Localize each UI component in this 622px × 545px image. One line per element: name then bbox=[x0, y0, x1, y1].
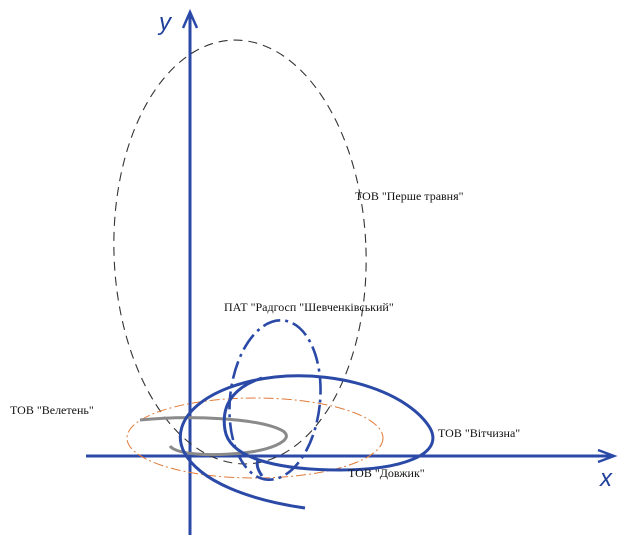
curve-radhosp bbox=[228, 318, 322, 482]
label-radhosp: ПАТ "Радгосп "Шевченківський" bbox=[224, 300, 394, 314]
curve-veleten bbox=[139, 416, 288, 457]
y-axis-arrow bbox=[181, 8, 199, 29]
x-axis-arrow bbox=[597, 448, 618, 464]
label-pershe-travnia: ТОВ "Перше травня" bbox=[355, 189, 464, 203]
label-vitchyzna: ТОВ "Вітчизна" bbox=[438, 426, 520, 440]
curve-pershe-travnia bbox=[113, 39, 367, 465]
x-axis-label: x bbox=[599, 465, 613, 492]
y-axis-label: y bbox=[157, 9, 173, 36]
curve-vitchyzna-tail bbox=[255, 459, 264, 477]
label-veleten: ТОВ "Велетень" bbox=[10, 403, 94, 417]
label-dovzhyk: ТОВ "Довжик" bbox=[348, 466, 425, 480]
curve-dovzhyk bbox=[126, 397, 384, 479]
curve-vitchyzna bbox=[178, 374, 435, 510]
